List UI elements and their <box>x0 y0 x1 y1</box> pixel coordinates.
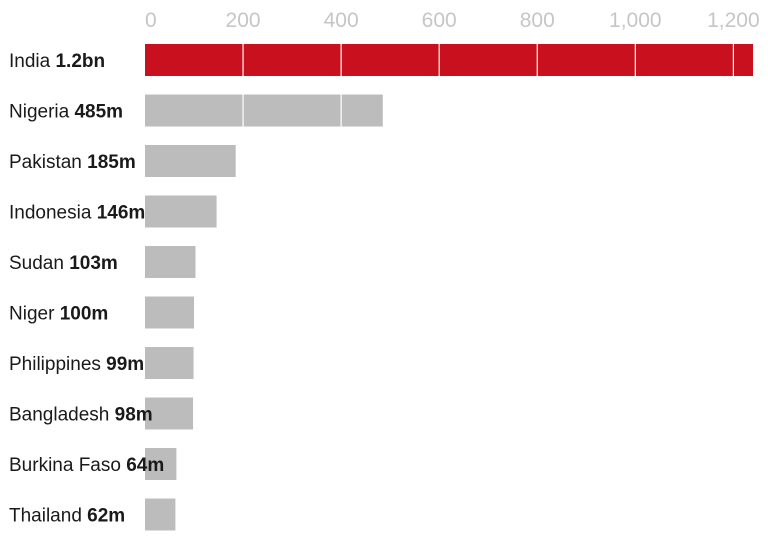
category-name: Philippines <box>9 354 106 375</box>
category-label: Philippines 99m <box>9 354 144 375</box>
category-label: India 1.2bn <box>9 51 105 72</box>
category-name: India <box>9 51 55 72</box>
bar <box>145 347 194 379</box>
category-name: Bangladesh <box>9 405 115 426</box>
category-value: 62m <box>87 506 125 527</box>
x-tick-label: 400 <box>324 9 359 32</box>
category-value: 98m <box>115 405 153 426</box>
category-name: Burkina Faso <box>9 455 126 476</box>
bar <box>145 195 217 228</box>
category-value: 146m <box>97 203 146 224</box>
category-value: 99m <box>106 354 144 375</box>
bar <box>145 145 236 177</box>
bar <box>145 44 753 76</box>
gridlines <box>242 36 734 535</box>
category-value: 485m <box>74 102 123 123</box>
category-value: 1.2bn <box>55 51 105 72</box>
category-value: 103m <box>69 253 118 274</box>
category-label: Niger 100m <box>9 304 108 325</box>
category-label: Pakistan 185m <box>9 152 136 173</box>
category-label: Nigeria 485m <box>9 102 123 123</box>
category-label: Indonesia 146m <box>9 203 145 224</box>
category-label: Thailand 62m <box>9 506 125 527</box>
bar <box>145 94 383 127</box>
bar <box>145 246 196 278</box>
category-name: Thailand <box>9 506 87 527</box>
category-value: 100m <box>60 304 109 325</box>
category-labels: India 1.2bn Nigeria 485m Pakistan 185m Indo… <box>9 51 164 527</box>
category-label: Bangladesh 98m <box>9 405 153 426</box>
x-tick-label: 200 <box>226 9 261 32</box>
bar <box>145 397 194 430</box>
category-label: Burkina Faso 64m <box>9 455 164 476</box>
category-value: 185m <box>87 152 136 173</box>
bar <box>145 448 177 480</box>
x-tick-label: 600 <box>422 9 457 32</box>
bar <box>145 498 176 531</box>
category-name: Sudan <box>9 253 69 274</box>
category-name: Niger <box>9 304 60 325</box>
x-tick-label: 800 <box>520 9 555 32</box>
x-tick-label: 1,000 <box>609 9 662 32</box>
x-tick-label: 1,200 <box>707 9 760 32</box>
category-value: 64m <box>126 455 164 476</box>
category-label: Sudan 103m <box>9 253 118 274</box>
bars <box>145 44 753 531</box>
category-name: Pakistan <box>9 152 87 173</box>
category-name: Indonesia <box>9 203 97 224</box>
category-name: Nigeria <box>9 102 74 123</box>
bar <box>145 296 195 329</box>
x-axis-ticks: 0 200 400 600 800 1,000 1,200 <box>145 9 760 32</box>
x-tick-label: 0 <box>145 9 157 32</box>
